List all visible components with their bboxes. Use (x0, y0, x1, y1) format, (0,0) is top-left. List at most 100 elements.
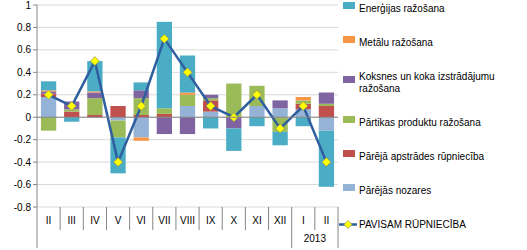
y-tick-label: -0.6 (14, 179, 32, 190)
line-marker (322, 158, 331, 167)
category-separator (129, 207, 130, 230)
y-tick (33, 207, 37, 208)
y-tick-label: -0.4 (14, 157, 32, 168)
category-separator (199, 207, 200, 230)
category-separator (83, 207, 84, 230)
bar-segment (64, 117, 79, 121)
bar-segment (180, 56, 195, 93)
grid-line (37, 49, 338, 50)
bar-segment (41, 117, 56, 130)
y-tick-label: 0.2 (17, 89, 31, 100)
legend-line: ražošana (359, 83, 401, 94)
grid-line (37, 27, 338, 28)
legend-swatch (343, 36, 355, 43)
x-axis (37, 117, 338, 118)
bar-segment (296, 97, 311, 100)
legend-label: Pārējā apstrādes rūpniecība (359, 151, 485, 162)
grid-line (37, 162, 338, 163)
line-marker (252, 90, 261, 99)
bar-segment (41, 81, 56, 90)
bar-segment (134, 137, 149, 140)
category-separator (338, 207, 339, 248)
bar-segment (249, 106, 264, 117)
category-separator (175, 207, 176, 230)
x-tick-label: IX (206, 215, 216, 226)
x-tick-label: IV (90, 215, 100, 226)
bar-segment (180, 117, 195, 134)
bar-segment (157, 22, 172, 108)
bar-segment (110, 117, 125, 120)
bar-segment (180, 93, 195, 95)
y-tick (33, 72, 37, 73)
category-separator (152, 207, 153, 230)
grid-line (37, 5, 338, 6)
category-separator (106, 207, 107, 230)
x-tick-label: II (46, 215, 52, 226)
line-marker (206, 102, 215, 111)
total-line (49, 39, 327, 162)
bar-segment (41, 97, 56, 117)
bar-segment (319, 93, 334, 104)
legend-label: Pārējās nozares (359, 185, 431, 196)
y-tick-label: 0.6 (17, 44, 31, 55)
x-tick-label: VI (136, 215, 145, 226)
line-marker (299, 102, 308, 111)
bar-segment (319, 106, 334, 117)
x-tick-label: II (324, 215, 330, 226)
y-tick (33, 94, 37, 95)
legend-marker (344, 221, 352, 229)
bar-segment (87, 93, 102, 99)
y-tick (33, 27, 37, 28)
legend-line: PAVISAM RŪPNIECĪBA (359, 219, 466, 230)
grid-line (37, 139, 338, 140)
y-tick-label: 0.8 (17, 22, 31, 33)
bar-segment (110, 106, 125, 117)
bar-segment (157, 114, 172, 117)
grid-line (37, 207, 338, 208)
category-separator (37, 207, 38, 248)
legend-label: Metālu ražošana (359, 37, 433, 48)
bar-segment (64, 112, 79, 118)
y-tick (33, 49, 37, 50)
category-separator (245, 207, 246, 230)
legend-swatch (343, 76, 355, 83)
line-marker (160, 34, 169, 43)
bar-segment (272, 100, 287, 108)
x-tick-label: VII (158, 215, 170, 226)
y-tick-label: -0.8 (14, 202, 32, 213)
y-tick (33, 184, 37, 185)
grid-line (37, 117, 338, 118)
legend-line: Metālu ražošana (359, 37, 433, 48)
legend-line: Pārējās nozares (359, 185, 431, 196)
x-tick-label: VIII (180, 215, 195, 226)
line-marker (90, 57, 99, 66)
bar-segment (157, 108, 172, 114)
bar-segment (249, 117, 264, 126)
bar-segment (134, 98, 149, 115)
y-tick (33, 117, 37, 118)
legend-swatch (343, 184, 355, 191)
y-tick (33, 162, 37, 163)
legend-line: Koksnes un koka izstrādājumu (359, 71, 495, 82)
y-tick-label: 1 (25, 0, 31, 11)
legend-label: PAVISAM RŪPNIECĪBA (359, 219, 466, 230)
bar-segment (319, 117, 334, 130)
bar-segment (157, 117, 172, 134)
category-separator (314, 207, 315, 230)
bar-segment (87, 91, 102, 92)
category-separator (291, 207, 292, 248)
legend-swatch (343, 150, 355, 157)
bar-segment (180, 106, 195, 117)
legend-label: Pārtikas produktu ražošana (359, 117, 481, 128)
line-marker (114, 158, 123, 167)
bar-segment (272, 132, 287, 145)
x-tick-label: X (230, 215, 237, 226)
plot-area (41, 22, 334, 187)
x-tick-label: XII (274, 215, 286, 226)
category-separator (222, 207, 223, 230)
legend-swatch (343, 2, 355, 9)
x-tick-label: V (115, 215, 122, 226)
line-marker (183, 68, 192, 77)
legend-line: Pārējā apstrādes rūpniecība (359, 151, 485, 162)
legend-swatch (343, 116, 355, 123)
